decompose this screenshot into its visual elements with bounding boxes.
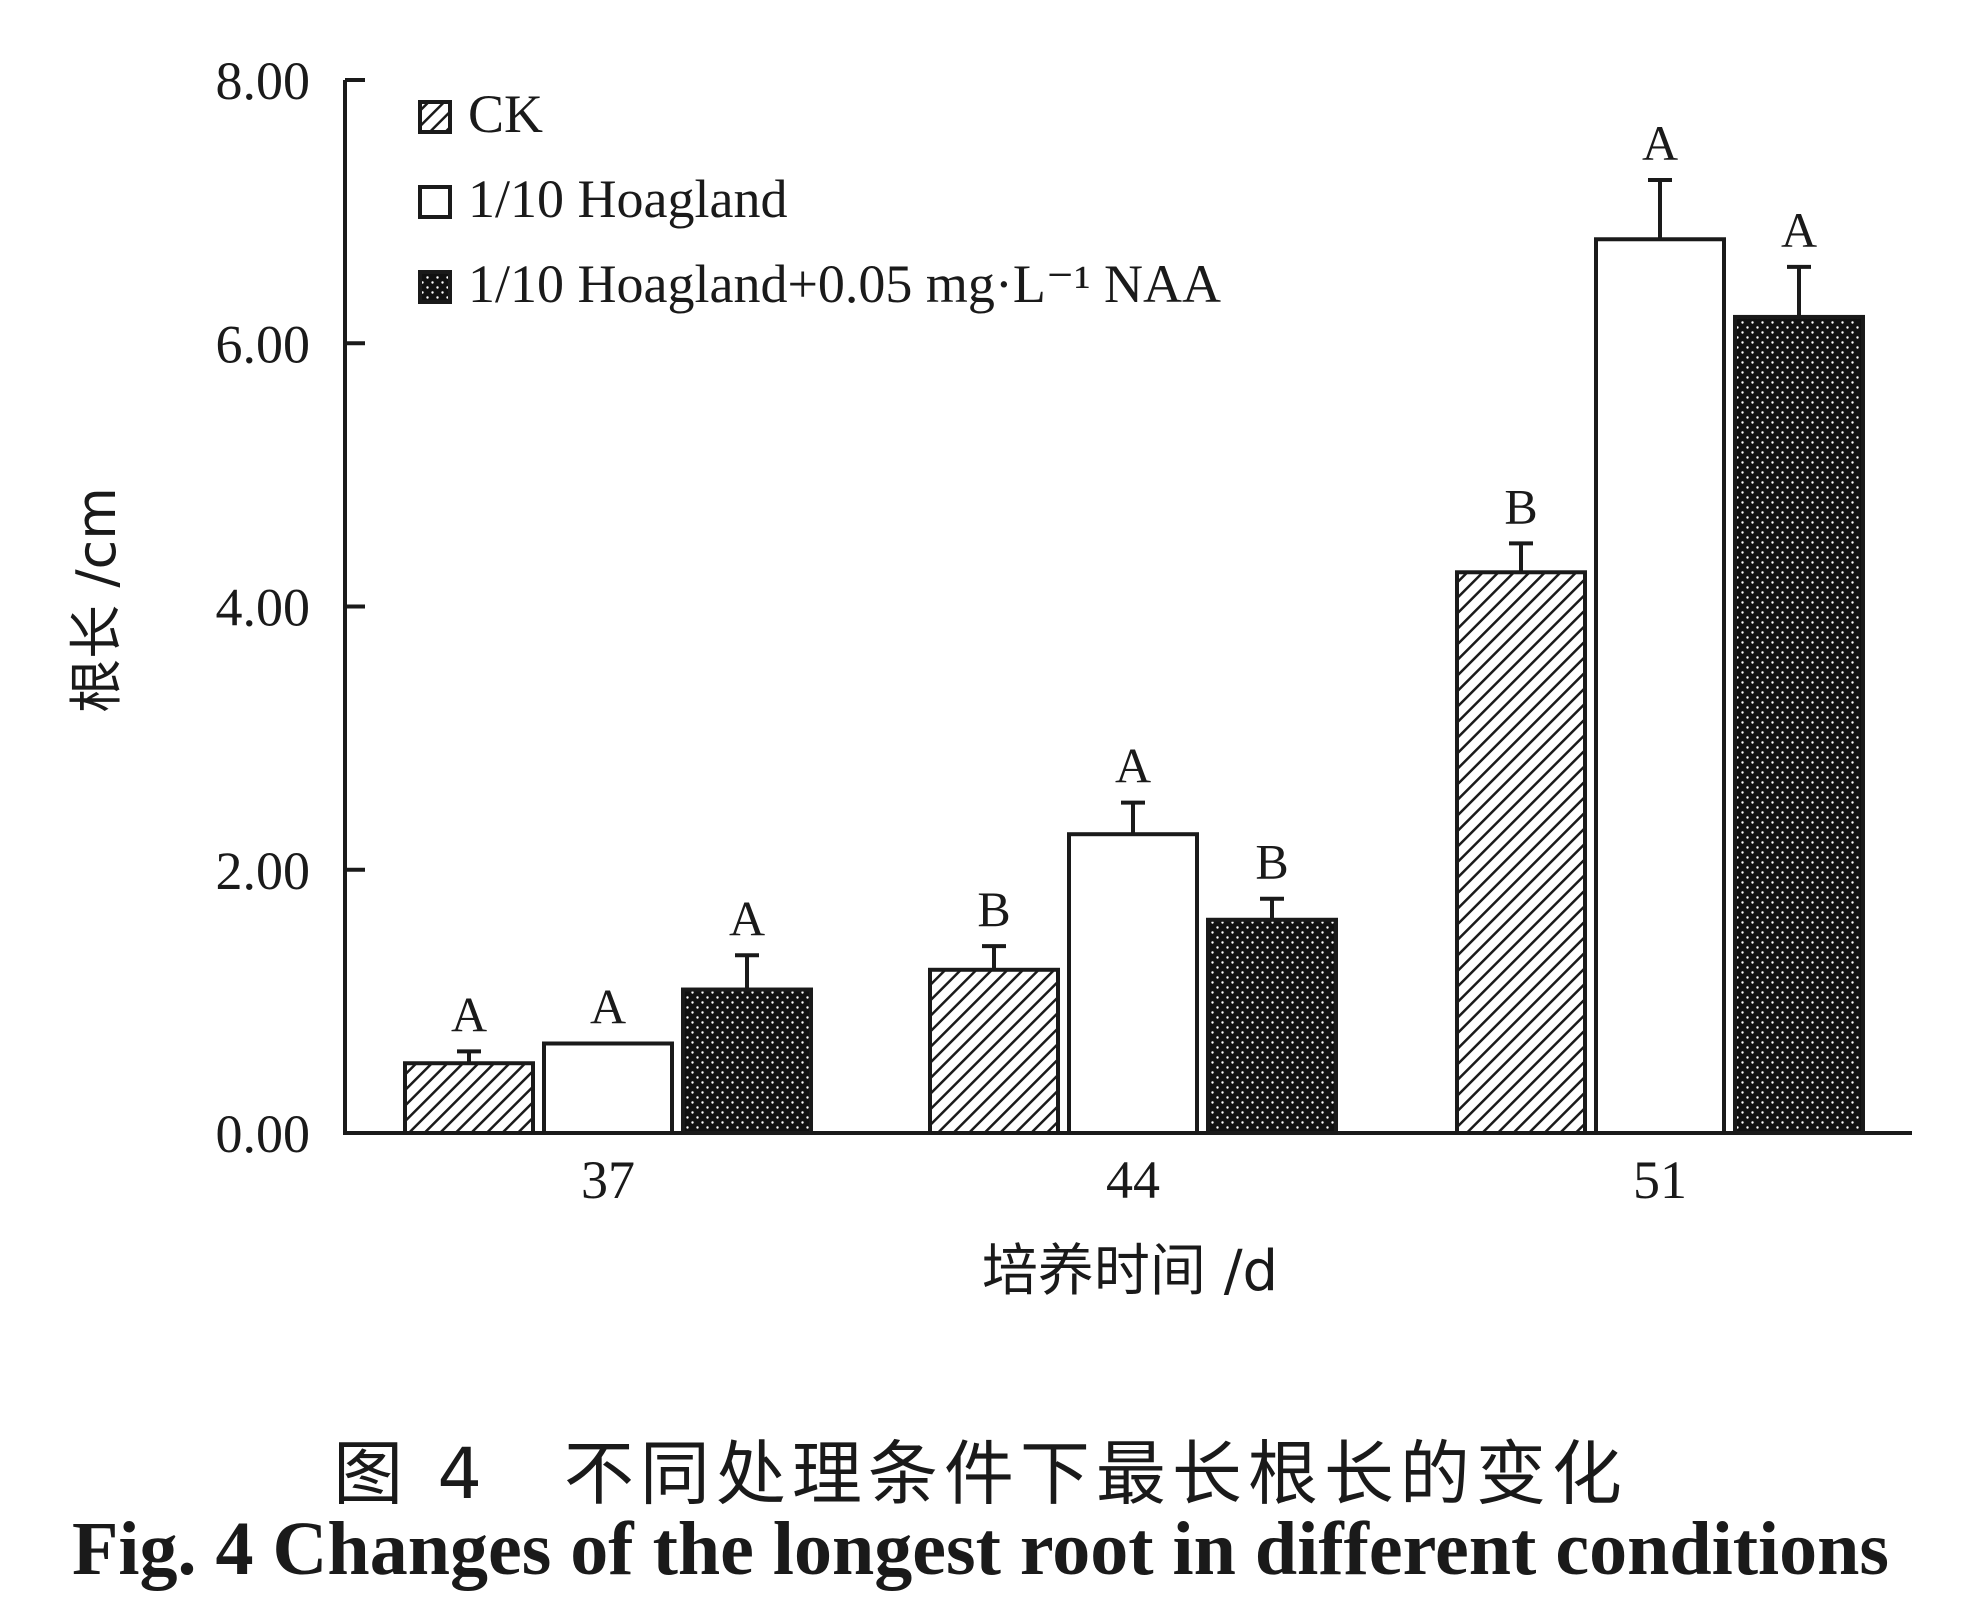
significance-letter: A xyxy=(729,890,765,946)
bar xyxy=(403,1061,535,1136)
significance-letter: B xyxy=(1255,834,1288,890)
significance-letter: A xyxy=(590,978,626,1034)
bar xyxy=(1206,917,1338,1136)
significance-letter: A xyxy=(1781,202,1817,258)
bar xyxy=(1594,237,1726,1136)
bar xyxy=(1733,314,1865,1135)
y-tick-label: 0.00 xyxy=(216,1104,311,1164)
figure-caption-chinese: 图 4 不同处理条件下最长根长的变化 xyxy=(333,1433,1628,1515)
legend-swatch xyxy=(418,100,452,134)
significance-letter: A xyxy=(1115,738,1151,794)
significance-letter: A xyxy=(1642,115,1678,171)
bar xyxy=(928,967,1060,1135)
significance-letter: A xyxy=(451,986,487,1042)
bar xyxy=(542,1041,674,1135)
bar xyxy=(681,987,813,1135)
x-tick-label: 37 xyxy=(581,1150,635,1210)
bar xyxy=(1067,832,1199,1135)
y-tick-label: 8.00 xyxy=(216,51,311,111)
x-axis-title: 培养时间 /d xyxy=(982,1239,1278,1304)
legend-swatch xyxy=(418,270,452,304)
y-axis-title: 根长 /cm xyxy=(65,487,128,713)
figure-caption-english: Fig. 4 Changes of the longest root in di… xyxy=(72,1507,1889,1591)
y-tick-label: 6.00 xyxy=(216,314,311,374)
y-tick-label: 4.00 xyxy=(216,578,311,638)
legend-label: CK xyxy=(468,84,543,144)
bar xyxy=(1455,570,1587,1135)
legend-label: 1/10 Hoagland+0.05 mg·L⁻¹ NAA xyxy=(468,254,1221,314)
significance-letter: B xyxy=(1504,478,1537,534)
legend-swatch xyxy=(418,185,452,219)
y-tick-label: 2.00 xyxy=(216,841,311,901)
x-tick-label: 51 xyxy=(1633,1150,1687,1210)
significance-letter: B xyxy=(977,881,1010,937)
x-tick-label: 44 xyxy=(1106,1150,1160,1210)
legend-label: 1/10 Hoagland xyxy=(468,169,787,229)
